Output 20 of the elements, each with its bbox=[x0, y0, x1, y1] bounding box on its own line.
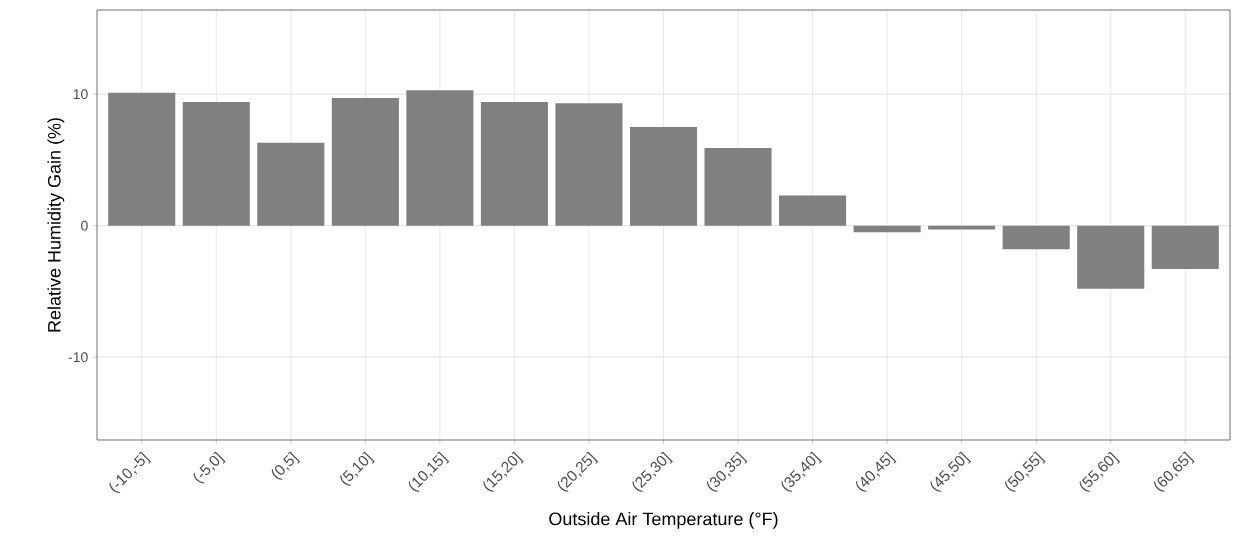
y-tick-label: -10 bbox=[68, 352, 88, 363]
bar bbox=[1077, 225, 1145, 289]
bar bbox=[928, 225, 996, 230]
bar bbox=[1151, 225, 1219, 270]
bar bbox=[704, 148, 772, 226]
bar bbox=[779, 195, 847, 226]
y-tick-label: 10 bbox=[73, 89, 88, 100]
bar bbox=[108, 92, 176, 226]
bar bbox=[1002, 225, 1070, 250]
y-tick-label: 0 bbox=[81, 220, 88, 231]
y-axis-title: Relative Humidity Gain (%) bbox=[47, 118, 65, 332]
bar bbox=[629, 127, 698, 226]
bar bbox=[480, 102, 548, 226]
bar bbox=[406, 90, 474, 226]
bar bbox=[257, 142, 325, 226]
bar bbox=[555, 103, 623, 226]
bar bbox=[331, 98, 399, 226]
bar bbox=[182, 102, 250, 226]
x-axis-title: Outside Air Temperature (°F) bbox=[549, 512, 778, 529]
bar bbox=[853, 225, 921, 233]
